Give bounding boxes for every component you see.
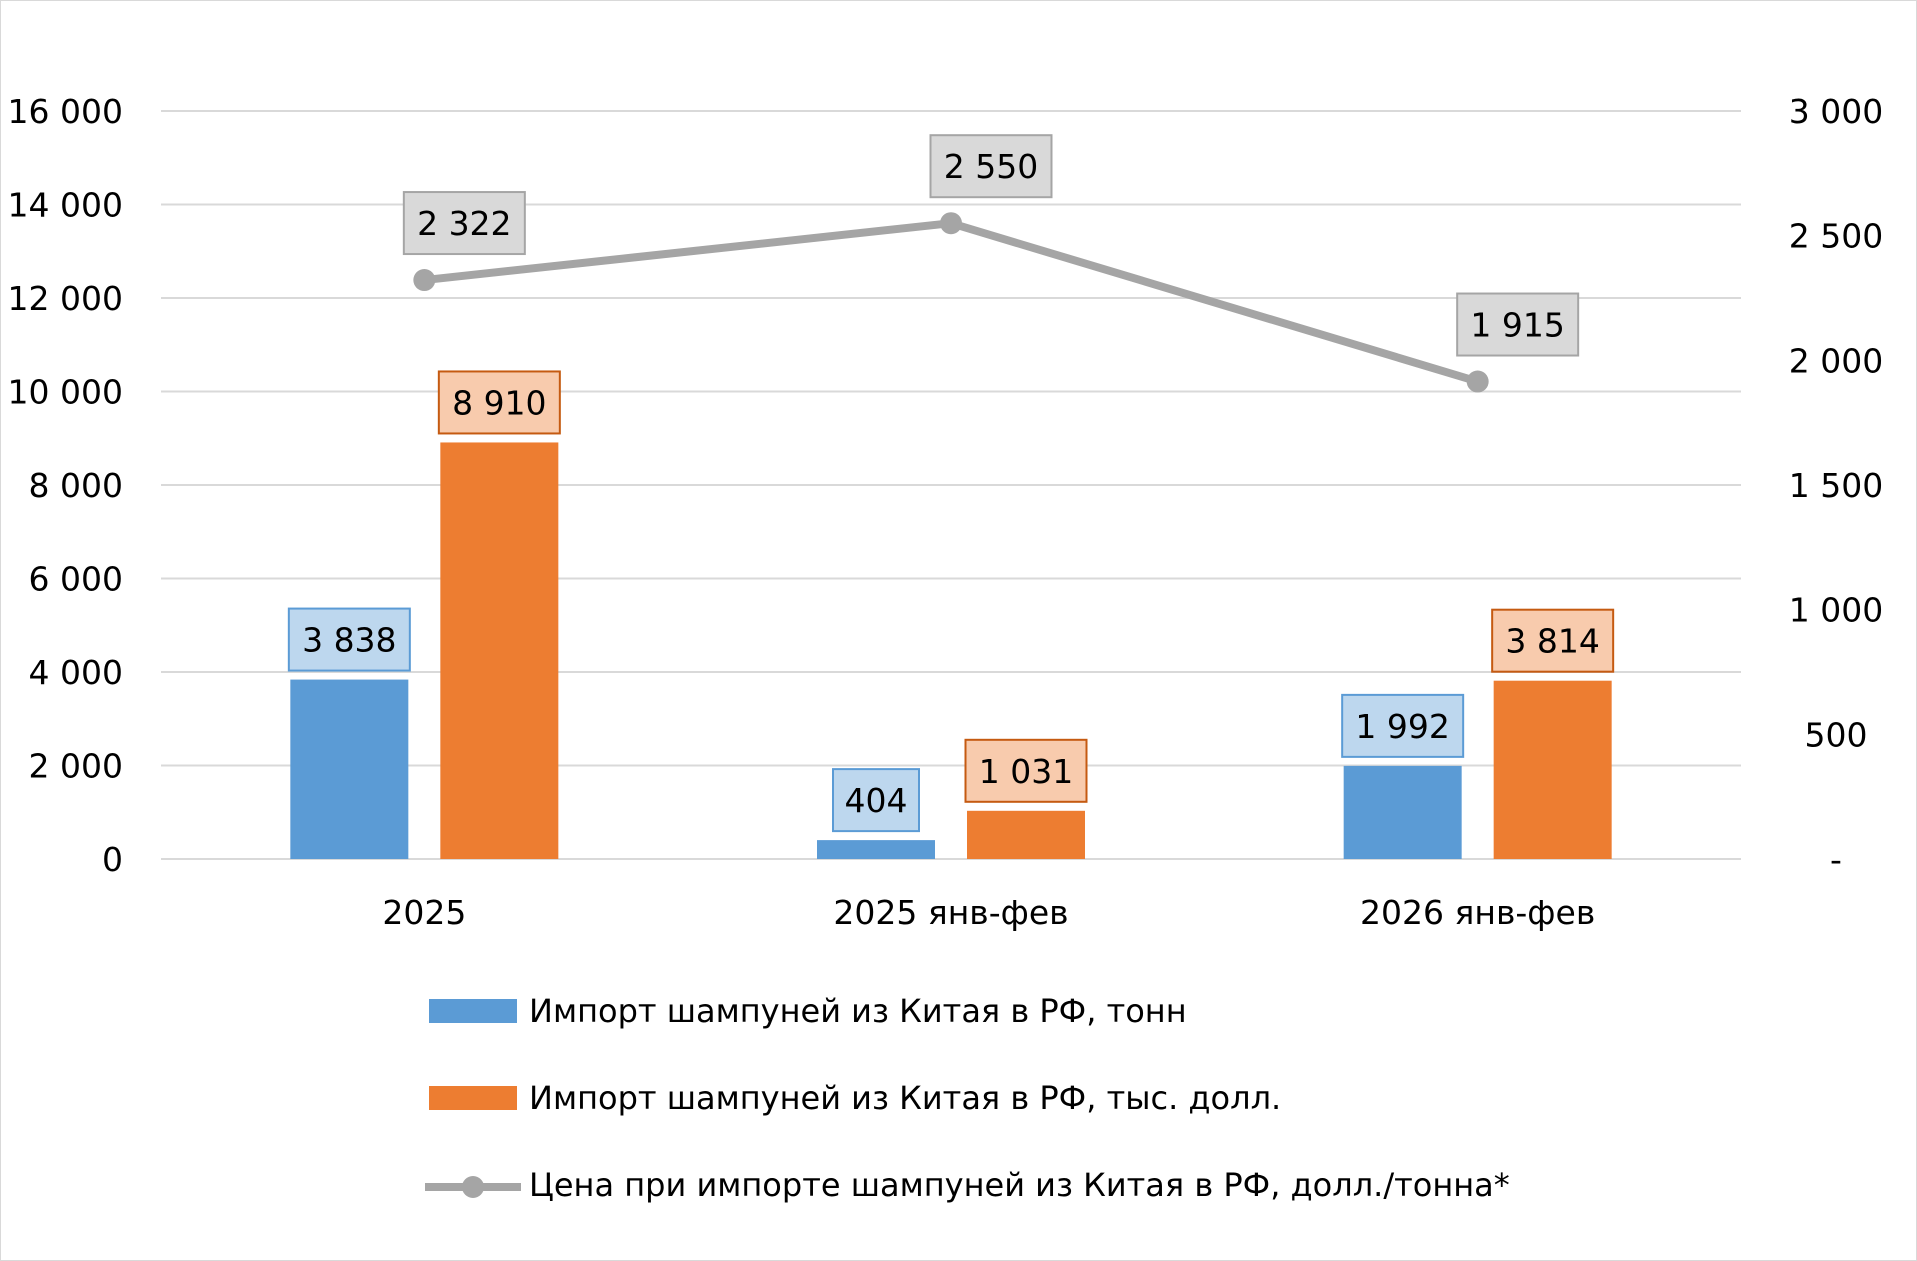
bar-data-label: 3 838	[302, 621, 396, 660]
legend-label: Импорт шампуней из Китая в РФ, тыс. долл…	[529, 1079, 1281, 1117]
bar	[1343, 765, 1462, 859]
right-tick-label: 3 000	[1789, 92, 1883, 131]
left-tick-label: 4 000	[29, 653, 123, 692]
bar-data-label: 3 814	[1505, 622, 1599, 661]
right-tick-label: -	[1830, 840, 1842, 879]
left-tick-label: 0	[102, 840, 123, 879]
right-tick-label: 2 000	[1789, 341, 1883, 380]
bar-data-label-box	[1491, 608, 1615, 673]
line-point	[1466, 370, 1489, 393]
legend-label: Импорт шампуней из Китая в РФ, тонн	[529, 992, 1187, 1030]
bar-data-label-box	[1341, 693, 1465, 758]
legend-label: Цена при импорте шампуней из Китая в РФ,…	[529, 1166, 1510, 1204]
bar	[1493, 680, 1612, 859]
category-label: 2026 янв-фев	[1360, 893, 1595, 932]
category-label: 2025 янв-фев	[833, 893, 1068, 932]
line-data-label-box	[402, 191, 526, 256]
line-data-label: 1 915	[1470, 306, 1564, 345]
bar	[817, 840, 935, 859]
bar-data-label-box	[832, 768, 920, 833]
line-data-label: 2 550	[944, 147, 1038, 186]
category-axis: 2025 2025 янв-фев 2026 янв-фев	[382, 893, 1595, 932]
left-tick-label: 6 000	[29, 560, 123, 599]
category-label: 2025	[382, 893, 466, 932]
price-line	[413, 212, 1489, 393]
left-tick-label: 8 000	[29, 466, 123, 505]
right-axis-ticks: - 500 1 000 1 500 2 000 2 500 3 000	[1789, 92, 1883, 879]
line-point	[413, 269, 436, 292]
line-data-label-box	[1456, 292, 1580, 357]
legend-marker	[462, 1176, 484, 1198]
data-labels: 3 838 404 1 992 8 910 1 031 3 814 2 322 2 550 1 …	[287, 134, 1615, 833]
bars	[290, 442, 1612, 859]
bar-data-label-box	[964, 738, 1088, 803]
line-data-label-box	[929, 134, 1053, 199]
right-tick-label: 500	[1805, 715, 1868, 754]
right-tick-label: 1 000	[1789, 591, 1883, 630]
bar-data-label-box	[287, 607, 411, 672]
legend-swatch	[429, 1086, 517, 1110]
bar-data-label: 1 031	[979, 752, 1073, 791]
bar-data-label: 404	[845, 781, 908, 820]
left-tick-label: 16 000	[8, 92, 123, 131]
bar-data-label: 1 992	[1355, 707, 1449, 746]
left-tick-label: 2 000	[29, 747, 123, 786]
line-data-label: 2 322	[417, 204, 511, 243]
left-tick-label: 12 000	[8, 279, 123, 318]
bar	[440, 442, 559, 859]
legend: Импорт шампуней из Китая в РФ, тонн Импор…	[425, 992, 1510, 1204]
gridlines	[161, 110, 1741, 860]
bar	[290, 679, 409, 859]
bar-data-label: 8 910	[452, 383, 546, 422]
right-tick-label: 1 500	[1789, 466, 1883, 505]
left-tick-label: 10 000	[8, 373, 123, 412]
bar-data-label-box	[437, 370, 561, 435]
bar	[967, 810, 1085, 859]
left-axis-ticks: 0 2 000 4 000 6 000 8 000 10 000 12 000 14 000 1…	[8, 92, 123, 879]
right-tick-label: 2 500	[1789, 217, 1883, 256]
legend-swatch	[429, 999, 517, 1023]
left-tick-label: 14 000	[8, 186, 123, 225]
price-series-line	[423, 219, 1479, 386]
line-point	[940, 212, 962, 235]
